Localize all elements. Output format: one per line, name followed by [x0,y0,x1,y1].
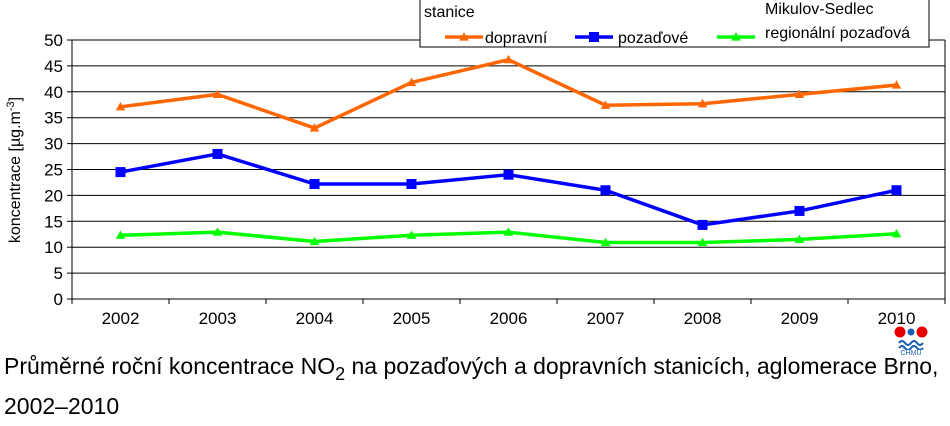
data-point [697,98,708,108]
y-tick-label: 0 [54,290,63,309]
y-tick-label: 25 [44,161,63,180]
gridlines [67,39,945,300]
legend-extra-line: Mikulov-Sedlec [765,1,873,18]
legend-title: stanice [424,4,475,21]
legend-marker [731,32,741,41]
logo-text: ČHMÚ [900,350,922,357]
data-point [406,77,417,87]
chmu-logo: ČHMÚ [893,324,929,364]
data-point [794,205,805,216]
data-point [503,54,514,64]
legend: stanice Mikulov-Sedlec dopravní pozaďové r… [419,0,930,48]
data-point [406,179,417,190]
x-tick-label: 2004 [296,309,334,328]
data-point [212,89,223,98]
data-point [697,237,708,247]
data-point [309,179,320,190]
y-tick-label: 35 [44,109,63,128]
x-tick-label: 2009 [781,309,819,328]
caption-text-start: Průměrné roční koncentrace NO [4,353,336,379]
series-line [120,152,897,227]
x-tick-label: 2002 [102,309,140,328]
legend-label: pozaďové [618,30,688,47]
caption-subscript: 2 [335,364,346,384]
data-point [891,80,902,89]
legend-marker [589,32,599,42]
data-point [503,169,514,180]
figure-caption: Průměrné roční koncentrace NO2 na pozaďo… [4,350,949,422]
caption-text-end: na pozaďových a dopravních stanicích, ag… [4,353,939,419]
y-tick-label: 15 [44,212,63,231]
data-point [503,227,514,236]
y-tick-labels: 0 5 10 15 20 25 30 35 40 45 50 [44,31,63,309]
data-point [115,167,126,178]
data-point [697,219,708,230]
y-tick-label: 50 [44,31,63,50]
y-tick-label: 5 [54,264,63,283]
data-point [212,148,223,159]
x-tick-labels: 2002 2003 2004 2005 2006 2007 2008 2009 2010 [102,309,916,328]
y-tick-label: 45 [44,57,63,76]
y-tick-label: 30 [44,135,63,154]
legend-label: regionální pozaďová [765,25,910,42]
chmu-logo-icon [894,326,928,351]
axes [71,40,946,304]
legend-label: dopravní [485,30,548,47]
legend-box [419,0,930,48]
x-tick-label: 2006 [490,309,528,328]
data-point [600,100,611,109]
x-tick-label: 2008 [684,309,722,328]
data-point [891,185,902,196]
data-point [212,227,223,236]
y-tick-label: 10 [44,238,63,257]
x-tick-label: 2003 [199,309,237,328]
data-point [309,236,320,246]
x-tick-label: 2007 [587,309,625,328]
data-point [115,102,126,111]
data-point [406,230,417,239]
x-tick-label: 2010 [878,309,916,328]
data-point [600,185,611,196]
y-axis-label: koncentrace [µg.m-3] [5,97,24,243]
legend-marker [459,32,469,41]
y-tick-label: 40 [44,83,63,102]
y-tick-label: 20 [44,186,63,205]
series-lines [115,54,902,247]
data-point [794,89,805,98]
data-point [600,237,611,247]
data-point [891,228,902,238]
data-point [115,230,126,239]
x-tick-label: 2005 [393,309,431,328]
data-point [309,123,320,132]
data-point [794,234,805,244]
